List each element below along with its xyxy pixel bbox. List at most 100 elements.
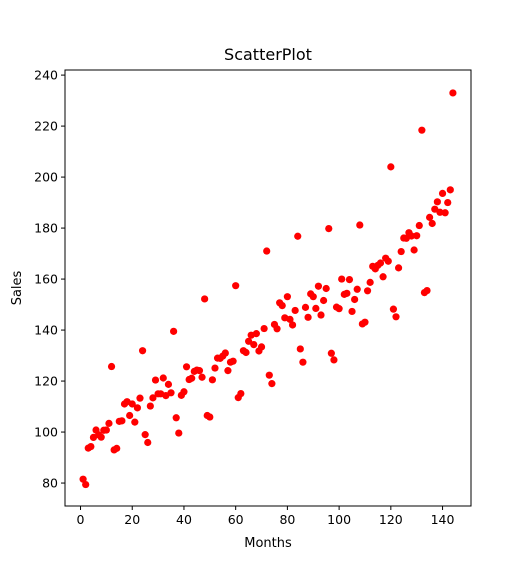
data-point [144,438,152,447]
data-point [397,247,405,256]
x-tick-label: 120 [379,512,403,527]
data-point [366,278,374,286]
data-point [126,411,134,420]
data-point [260,324,268,333]
y-axis-ticks: 80 100 120 140 160 180 200 220 240 [34,68,65,491]
data-point [278,301,286,310]
data-point [224,367,232,375]
data-point [138,347,147,355]
data-point [97,433,105,441]
data-point [338,275,346,283]
data-point [79,475,87,483]
data-point [407,232,416,240]
data-point [317,311,325,319]
data-point [410,246,418,254]
data-point [221,349,229,357]
data-point [343,289,351,297]
data-point [387,163,395,171]
data-point [118,417,126,425]
data-point [149,394,157,402]
x-tick-label: 140 [431,512,455,527]
data-point [301,303,310,311]
y-tick-label: 120 [34,374,58,389]
data-point [188,374,196,382]
data-point [229,357,237,365]
data-point [392,313,400,321]
data-point [351,295,359,304]
data-point [353,285,361,293]
data-point [164,380,173,388]
data-points [79,89,457,489]
data-point [128,400,136,408]
data-point [250,341,258,349]
data-point [312,304,320,312]
data-point [182,363,191,371]
data-point [446,186,454,194]
data-point [208,376,216,384]
data-point [206,413,214,421]
data-point [426,213,434,221]
x-axis-label: Months [244,536,292,551]
data-point [418,126,426,134]
data-point [167,389,175,397]
data-point [304,313,312,321]
data-point [413,232,421,240]
data-point [265,371,273,379]
data-point [242,348,250,357]
data-point [159,374,167,382]
x-tick-label: 40 [176,512,192,527]
data-point [113,444,121,452]
data-point [428,219,436,228]
y-tick-label: 100 [34,425,58,440]
data-point [299,358,307,366]
data-point [268,380,276,388]
data-point [136,394,144,402]
plot-frame [64,69,472,507]
data-point [87,442,95,451]
data-point [273,325,281,333]
data-point [172,414,180,422]
x-axis-ticks: 0 20 40 60 80 100 120 140 [77,506,455,527]
data-point [441,209,449,217]
data-point [327,349,335,357]
data-point [444,198,452,207]
data-point [133,404,142,412]
data-point [175,429,183,437]
data-point [283,293,291,301]
data-point [361,318,369,326]
data-point [394,264,403,272]
x-tick-label: 0 [77,512,85,527]
data-point [286,315,294,323]
data-point [363,287,372,295]
data-point [102,426,110,434]
data-point [82,480,90,489]
data-point [245,337,253,345]
data-point [131,418,139,426]
y-tick-label: 80 [42,476,58,491]
data-point [379,273,387,281]
x-tick-label: 60 [228,512,244,527]
data-point [252,330,260,338]
chart-title: ScatterPlot [224,45,312,64]
x-tick-label: 80 [279,512,295,527]
data-point [335,305,343,313]
data-point [356,221,364,229]
data-point [294,232,302,240]
data-point [107,362,116,371]
data-point [291,306,299,315]
data-point [151,376,160,384]
data-point [141,431,149,439]
data-point [389,305,398,313]
data-point [211,364,219,372]
data-point [296,345,304,353]
data-point [438,189,447,198]
data-point [449,89,457,97]
data-point [314,282,323,290]
y-axis-label: Sales [10,270,25,305]
data-point [201,295,209,303]
data-point [320,296,328,305]
data-point [309,293,317,301]
data-point [180,388,188,396]
data-point [257,343,266,351]
